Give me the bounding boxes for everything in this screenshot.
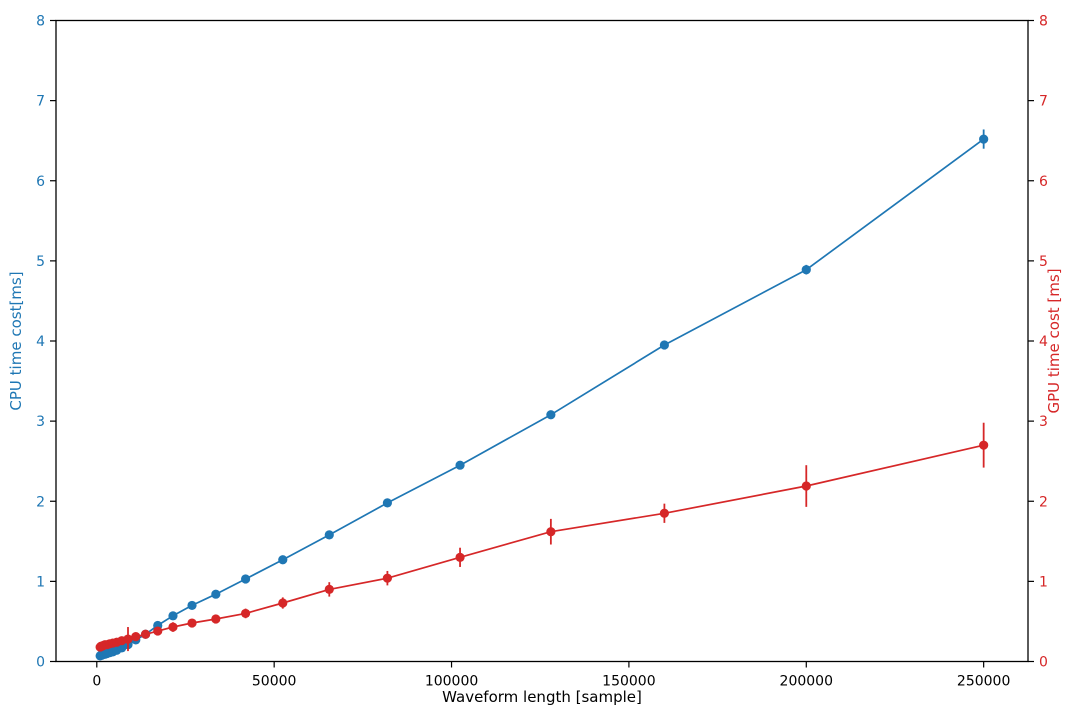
plot-spines [55,19,1029,663]
left-y-tick-label: 1 [36,574,45,590]
x-axis-label: Waveform length [sample] [442,688,642,706]
gpu-time-cost-series [95,422,989,652]
data-point [131,632,141,642]
right-y-tick-label: 7 [1039,94,1048,110]
x-tick-label: 100000 [425,674,478,690]
data-point [187,600,197,611]
right-y-tick-label: 6 [1039,174,1048,190]
data-point [324,584,334,594]
data-series [95,129,989,661]
left-y-tick-label: 7 [36,94,45,110]
right-y-tick-label: 4 [1039,334,1048,350]
right-y-tick-label: 5 [1039,254,1048,270]
x-tick-label: 50000 [252,674,297,690]
cpu-time-cost-series [95,129,989,661]
data-point [123,634,133,644]
data-point [659,340,669,350]
x-tick-label: 0 [92,674,101,690]
data-point [382,573,393,583]
data-point [324,530,334,540]
data-point [211,589,221,599]
left-y-axis-label: CPU time cost[ms] [7,271,25,410]
data-point [382,498,393,508]
data-point [801,265,811,275]
x-tick-label: 200000 [780,674,833,690]
series-line [99,444,984,648]
data-point [153,626,163,636]
right-y-tick-label: 3 [1039,414,1048,430]
data-point [659,508,669,518]
x-tick-label: 250000 [957,674,1010,690]
data-point [168,622,178,632]
data-point [979,134,989,144]
axis-ticks: 0 50000 100000 150000 200000 250000 0 1 2 3 4 5 6 7 8 0… [36,14,1048,690]
right-y-tick-label: 0 [1039,655,1048,671]
right-y-axis-label: GPU time cost [ms] [1045,268,1063,413]
left-y-tick-label: 4 [36,334,45,350]
left-y-tick-label: 8 [36,14,45,30]
right-y-tick-label: 2 [1039,494,1048,510]
x-tick-label: 150000 [602,674,655,690]
left-y-tick-label: 0 [36,655,45,671]
data-point [455,460,465,470]
data-point [168,611,178,621]
data-point [211,614,221,624]
data-point [979,440,989,450]
data-point [140,629,151,639]
data-point [240,608,251,619]
data-point [455,552,465,562]
data-point [278,598,288,608]
data-point [546,527,556,537]
left-y-tick-label: 2 [36,494,45,510]
left-y-tick-label: 5 [36,254,45,270]
right-y-tick-label: 1 [1039,574,1048,590]
series-line [99,138,985,657]
data-point [546,410,556,420]
data-point [187,618,197,628]
plot-border [55,19,1029,663]
right-y-tick-label: 8 [1039,14,1048,30]
data-point [278,555,288,565]
left-y-tick-label: 6 [36,174,45,190]
left-y-tick-label: 3 [36,414,45,430]
data-point [240,574,251,584]
data-point [801,481,811,491]
